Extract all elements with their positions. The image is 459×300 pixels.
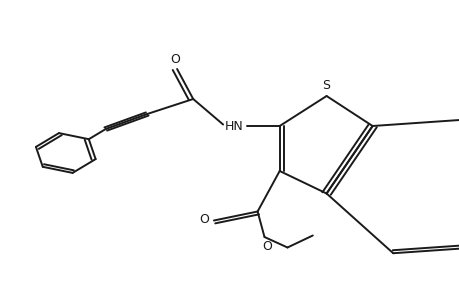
Text: O: O bbox=[261, 239, 271, 253]
Text: O: O bbox=[169, 53, 179, 66]
Text: HN: HN bbox=[225, 119, 243, 133]
Text: S: S bbox=[322, 79, 330, 92]
Text: O: O bbox=[198, 213, 208, 226]
